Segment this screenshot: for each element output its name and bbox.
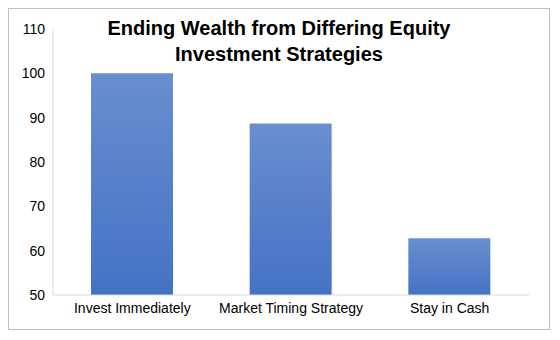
svg-text:100: 100 [22, 65, 46, 81]
svg-text:90: 90 [29, 110, 45, 126]
svg-text:80: 80 [29, 154, 45, 170]
html-text:Ending Wealth from Differing E: Ending Wealth from Differing Equity Inve… [107, 17, 451, 65]
svg-text:50: 50 [29, 287, 45, 303]
svg-text:Stay in Cash: Stay in Cash [410, 300, 489, 316]
svg-text:Market Timing Strategy: Market Timing Strategy [219, 300, 363, 316]
svg-text:Invest Immediately: Invest Immediately [74, 300, 191, 316]
svg-text:60: 60 [29, 243, 45, 259]
svg-text:70: 70 [29, 198, 45, 214]
svg-text:110: 110 [23, 21, 46, 37]
